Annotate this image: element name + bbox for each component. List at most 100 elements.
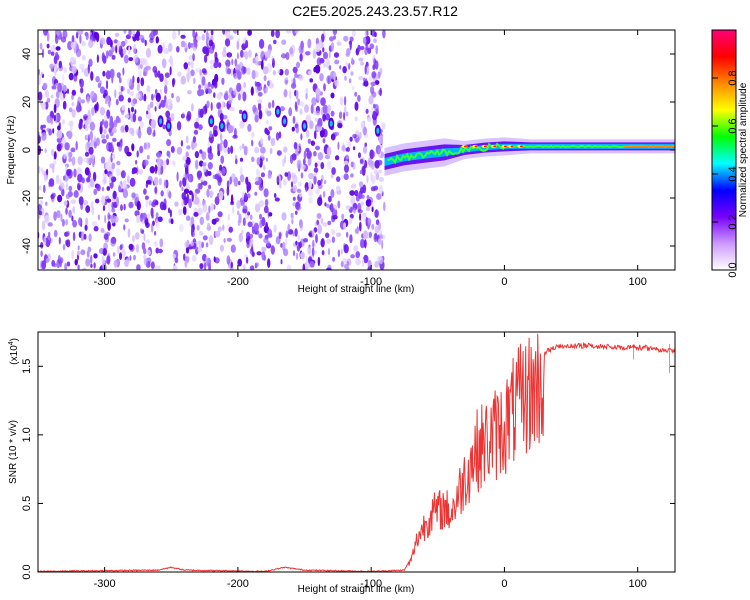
- y-tick-label: 0: [21, 147, 33, 153]
- spectrogram-cell: [294, 72, 298, 79]
- spectrogram-cell: [76, 167, 82, 175]
- spectrogram-cell: [249, 238, 254, 248]
- spectrogram-cell: [59, 258, 62, 268]
- spectrogram-cell: [218, 190, 224, 201]
- spectrogram-cell: [298, 75, 304, 81]
- y-tick-label: 0.5: [21, 496, 33, 511]
- spectrogram-cell: [61, 74, 65, 83]
- spectrogram-cell: [94, 141, 97, 149]
- spectrogram-cell: [276, 150, 282, 156]
- spectrogram-cell: [249, 265, 255, 270]
- spectrogram-cell: [181, 186, 184, 192]
- spectrogram-cell: [101, 195, 106, 206]
- y-tick-label: 0.0: [21, 564, 33, 579]
- spectrogram-cell: [116, 196, 119, 206]
- spectrogram-cell: [100, 156, 106, 164]
- spectrogram-cell: [86, 250, 90, 258]
- spectrogram-cell: [313, 167, 319, 174]
- spectrogram-cell: [271, 99, 275, 109]
- spectrogram-cell: [328, 195, 332, 203]
- spectrogram-cell: [207, 88, 213, 94]
- spectrogram-cell: [112, 137, 117, 142]
- spectrogram-cell: [297, 146, 300, 152]
- spectrogram-cell: [56, 130, 63, 139]
- spectrogram-y-ticks: -40 -20 0 20 40: [21, 48, 675, 254]
- spectrogram-cell: [101, 177, 108, 185]
- spectrogram-cell: [270, 138, 276, 146]
- colorbar-tick-label: 0.6: [727, 118, 739, 133]
- line-hotspot-core: [463, 145, 467, 148]
- spectrogram-cell: [336, 41, 342, 46]
- line-hotspot-core: [510, 145, 514, 148]
- spectrogram-cell: [49, 63, 54, 69]
- spectrogram-cell: [155, 36, 159, 44]
- spectrogram-cell: [273, 39, 277, 45]
- spectrogram-cell: [346, 231, 349, 238]
- spectrogram-cell: [255, 168, 260, 175]
- spectrogram-cell: [139, 212, 144, 222]
- spectrogram-cell: [80, 87, 84, 94]
- spectrogram-cell: [313, 150, 317, 157]
- spectrogram-cell: [138, 69, 142, 80]
- spectrogram-cell: [275, 30, 280, 39]
- spectrogram-cell: [231, 58, 234, 66]
- spectrogram-cell: [260, 146, 266, 154]
- spectrogram-cell: [127, 88, 130, 94]
- spectrogram-cell: [185, 164, 189, 175]
- spectrogram-cell: [202, 166, 207, 173]
- spectrogram-cell: [378, 135, 383, 145]
- spectrogram-cell: [143, 255, 147, 259]
- spectrogram-cell: [202, 162, 207, 167]
- spectrogram-cell: [136, 214, 140, 224]
- spectrogram-cell: [157, 44, 163, 54]
- spectrogram-cell: [147, 104, 151, 112]
- spectrogram-cell: [374, 261, 379, 268]
- spectrogram-cell: [129, 91, 135, 96]
- spectrogram-cell: [63, 200, 68, 206]
- snr-frame: [37, 331, 676, 573]
- spectrogram-cell: [45, 258, 50, 263]
- spectrogram-cell: [295, 240, 298, 246]
- spectrogram-cell: [214, 80, 218, 89]
- spectrogram-cell: [365, 35, 371, 45]
- spectrogram-cell: [378, 169, 383, 174]
- spectrogram-cell: [77, 245, 80, 251]
- spectrogram-cell: [208, 39, 213, 47]
- spectrogram-cell: [112, 190, 117, 200]
- spectrogram-cell: [365, 108, 369, 114]
- spectrogram-cell: [226, 223, 230, 229]
- spectrogram-cell: [346, 146, 350, 152]
- spectrogram-cell: [241, 43, 247, 51]
- spectrogram-cell: [359, 186, 365, 194]
- spectrogram-cell: [285, 237, 288, 246]
- spectrogram-cell: [120, 40, 126, 47]
- spectrogram-cell: [370, 81, 376, 87]
- spectrogram-cell: [192, 142, 198, 148]
- spectrogram-cell: [50, 194, 55, 200]
- spectrogram-cell: [285, 52, 290, 60]
- spectrogram-cell: [315, 43, 321, 53]
- spectrogram-cell: [354, 101, 359, 111]
- spectrogram-cell: [257, 91, 263, 97]
- spectrogram-cell: [71, 156, 76, 166]
- spectrogram-feature-core: [159, 118, 163, 125]
- spectrogram-cell: [90, 90, 96, 101]
- spectrogram-cell: [172, 77, 176, 85]
- spectrogram-cell: [143, 257, 148, 266]
- spectrogram-cell: [319, 130, 325, 138]
- spectrogram-cell: [371, 223, 375, 230]
- spectrogram-cell: [131, 192, 136, 199]
- spectrogram-cell: [71, 102, 75, 107]
- spectrogram-cell: [139, 145, 144, 154]
- spectrogram-cell: [195, 117, 200, 122]
- spectrogram-cell: [308, 181, 312, 189]
- spectrogram-cell: [285, 230, 289, 238]
- spectrogram-cell: [307, 38, 312, 49]
- spectrogram-cell: [314, 64, 321, 74]
- spectrogram-cell: [221, 77, 225, 85]
- spectrogram-cell: [208, 151, 214, 160]
- spectrogram-cell: [96, 184, 101, 192]
- spectrogram-cell: [222, 30, 226, 35]
- spectrogram-cell: [111, 54, 116, 60]
- spectrogram-cell: [350, 173, 354, 178]
